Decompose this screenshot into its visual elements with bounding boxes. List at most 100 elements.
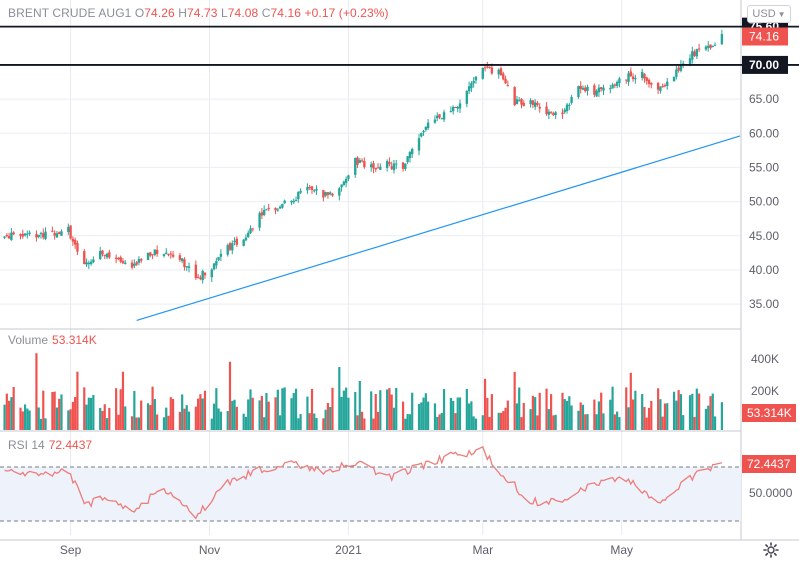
- volume-bar-163: [520, 417, 523, 430]
- volume-bar-53: [169, 397, 172, 430]
- candle-body-150: [481, 67, 484, 79]
- volume-bar-223: [711, 393, 714, 430]
- candle-body-25: [83, 251, 86, 265]
- candle-body-156: [499, 68, 503, 76]
- volume-bar-182: [581, 404, 585, 430]
- candle-body-94: [299, 190, 302, 193]
- candle-body-84: [267, 207, 270, 209]
- candle-body-153: [488, 66, 491, 68]
- volume-bar-118: [376, 411, 380, 430]
- candle-body-104: [331, 193, 334, 196]
- volume-bar-42: [135, 417, 138, 430]
- candle-body-26: [85, 262, 88, 265]
- candle-body-36: [117, 257, 120, 260]
- volume-bar-175: [561, 392, 564, 430]
- candle-body-80: [258, 213, 261, 228]
- time-tick-label-2: 2021: [335, 543, 362, 557]
- volume-bar-26: [85, 404, 88, 430]
- volume-last-tag-bg: [742, 404, 796, 422]
- volume-bar-20: [67, 410, 70, 430]
- volume-bar-112: [358, 380, 361, 430]
- volume-bar-224: [713, 416, 717, 430]
- candle-body-103: [329, 192, 332, 195]
- volume-bar-74: [235, 406, 238, 430]
- time-tick-label-0: Sep: [60, 543, 82, 557]
- volume-bar-111: [356, 415, 359, 430]
- volume-bar-31: [101, 410, 104, 430]
- candle-body-116: [372, 163, 375, 169]
- volume-bar-157: [502, 411, 505, 430]
- volume-bar-192: [613, 414, 616, 430]
- candle-body-46: [149, 252, 152, 256]
- volume-bar-141: [452, 400, 455, 430]
- candle-body-197: [629, 71, 633, 77]
- volume-bar-8: [26, 408, 29, 430]
- candle-body-78: [249, 228, 252, 234]
- volume-bar-57: [183, 408, 186, 430]
- currency-select[interactable]: USD ▼: [747, 5, 791, 23]
- candle-body-115: [369, 164, 373, 168]
- candle-body-27: [87, 262, 91, 265]
- candle-body-40: [130, 262, 134, 268]
- candle-body-121: [388, 162, 391, 165]
- close-label: C: [261, 6, 271, 20]
- candle-body-5: [19, 234, 22, 236]
- candle-body-34: [108, 252, 111, 258]
- volume-bar-126: [404, 418, 407, 430]
- volume-bar-114: [363, 418, 366, 430]
- volume-bar-96: [308, 413, 311, 430]
- candle-body-63: [201, 270, 204, 281]
- candle-body-124: [395, 163, 398, 165]
- volume-bar-190: [609, 399, 612, 430]
- price-tick-label-4: 45.00: [749, 229, 779, 243]
- candle-body-198: [631, 76, 635, 79]
- candle-body-222: [709, 44, 712, 49]
- candle-body-194: [618, 78, 621, 83]
- rsi-band-fill: [0, 467, 741, 521]
- change-value: +0.17 (+0.23%): [304, 6, 389, 20]
- volume-bar-45: [146, 403, 150, 430]
- candle-body-173: [552, 113, 555, 116]
- volume-bar-4: [12, 386, 15, 430]
- candle-body-113: [360, 160, 364, 162]
- volume-bar-63: [201, 398, 204, 430]
- volume-bar-21: [69, 409, 72, 430]
- horizontal-lines: [0, 25, 799, 66]
- volume-bar-30: [99, 407, 102, 430]
- volume-bar-32: [103, 404, 106, 430]
- candle-body-180: [577, 86, 580, 98]
- candle-body-129: [410, 148, 414, 155]
- volume-bar-138: [440, 412, 443, 430]
- volume-last-tag-label: 53.314K: [747, 406, 792, 420]
- candle-body-132: [422, 131, 425, 133]
- volume-bar-167: [534, 397, 537, 430]
- candle-body-155: [497, 69, 500, 75]
- volume-bar-6: [21, 411, 24, 430]
- gear-icon[interactable]: [761, 540, 781, 560]
- volume-bar-95: [306, 396, 309, 430]
- volume-bar-193: [616, 411, 619, 430]
- candle-body-162: [518, 100, 521, 102]
- volume-bar-137: [438, 414, 441, 430]
- rsi-series: [4, 446, 723, 520]
- volume-bar-113: [360, 411, 364, 430]
- candle-body-175: [561, 112, 564, 115]
- candle-body-174: [554, 112, 557, 116]
- candle-body-179: [570, 97, 573, 103]
- candle-body-120: [385, 161, 389, 168]
- candle-body-65: [210, 269, 213, 278]
- candle-body-136: [436, 115, 439, 119]
- volume-bar-171: [547, 409, 550, 430]
- symbol-label: BRENT CRUDE AUG1: [8, 6, 132, 20]
- volume-bar-86: [276, 389, 279, 430]
- candle-body-193: [615, 81, 619, 86]
- candle-body-81: [260, 212, 264, 216]
- volume-bar-136: [436, 416, 439, 430]
- volume-bar-165: [529, 409, 532, 430]
- volume-bar-67: [215, 388, 218, 430]
- volume-bar-173: [552, 415, 555, 430]
- candle-body-219: [697, 48, 701, 50]
- volume-bar-170: [545, 388, 548, 430]
- candle-body-58: [185, 266, 188, 268]
